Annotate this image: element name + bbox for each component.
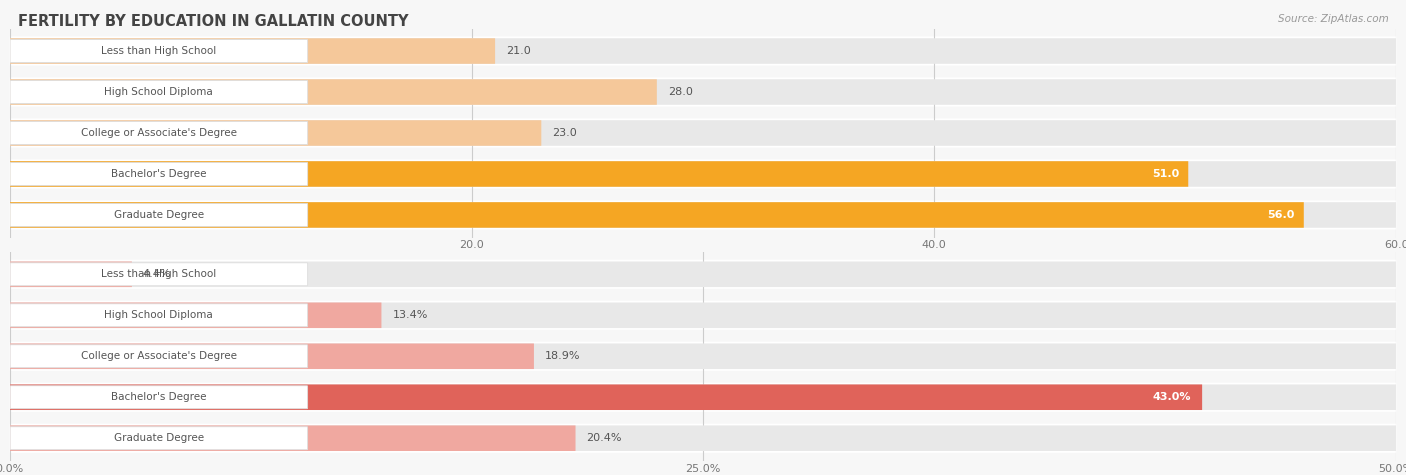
FancyBboxPatch shape [10, 161, 1188, 187]
Text: FERTILITY BY EDUCATION IN GALLATIN COUNTY: FERTILITY BY EDUCATION IN GALLATIN COUNT… [18, 14, 409, 29]
Text: 13.4%: 13.4% [392, 310, 427, 320]
Text: 23.0: 23.0 [553, 128, 576, 138]
FancyBboxPatch shape [10, 263, 308, 286]
FancyBboxPatch shape [10, 342, 1396, 371]
FancyBboxPatch shape [10, 426, 575, 451]
FancyBboxPatch shape [10, 343, 1396, 369]
Text: 28.0: 28.0 [668, 87, 693, 97]
Text: High School Diploma: High School Diploma [104, 310, 214, 320]
Text: High School Diploma: High School Diploma [104, 87, 214, 97]
FancyBboxPatch shape [10, 79, 1396, 105]
FancyBboxPatch shape [10, 427, 308, 450]
FancyBboxPatch shape [10, 203, 308, 227]
Text: Less than High School: Less than High School [101, 46, 217, 56]
Text: 56.0: 56.0 [1267, 210, 1295, 220]
FancyBboxPatch shape [10, 79, 657, 105]
FancyBboxPatch shape [10, 262, 132, 287]
FancyBboxPatch shape [10, 77, 1396, 106]
Text: Graduate Degree: Graduate Degree [114, 210, 204, 220]
FancyBboxPatch shape [10, 118, 1396, 148]
FancyBboxPatch shape [10, 304, 308, 327]
FancyBboxPatch shape [10, 345, 308, 368]
FancyBboxPatch shape [10, 161, 1396, 187]
Text: Bachelor's Degree: Bachelor's Degree [111, 392, 207, 402]
FancyBboxPatch shape [10, 81, 308, 104]
Text: College or Associate's Degree: College or Associate's Degree [82, 351, 236, 361]
FancyBboxPatch shape [10, 424, 1396, 453]
FancyBboxPatch shape [10, 120, 541, 146]
FancyBboxPatch shape [10, 39, 308, 63]
FancyBboxPatch shape [10, 386, 308, 408]
Text: 4.4%: 4.4% [143, 269, 172, 279]
FancyBboxPatch shape [10, 384, 1202, 410]
FancyBboxPatch shape [10, 260, 1396, 289]
FancyBboxPatch shape [10, 303, 1396, 328]
Text: 21.0: 21.0 [506, 46, 531, 56]
FancyBboxPatch shape [10, 301, 1396, 330]
Text: Less than High School: Less than High School [101, 269, 217, 279]
FancyBboxPatch shape [10, 122, 308, 144]
Text: Source: ZipAtlas.com: Source: ZipAtlas.com [1278, 14, 1389, 24]
FancyBboxPatch shape [10, 160, 1396, 189]
FancyBboxPatch shape [10, 200, 1396, 229]
Text: 51.0: 51.0 [1152, 169, 1180, 179]
FancyBboxPatch shape [10, 162, 308, 185]
Text: 18.9%: 18.9% [546, 351, 581, 361]
FancyBboxPatch shape [10, 38, 1396, 64]
FancyBboxPatch shape [10, 202, 1396, 228]
FancyBboxPatch shape [10, 426, 1396, 451]
Text: 43.0%: 43.0% [1153, 392, 1191, 402]
FancyBboxPatch shape [10, 38, 495, 64]
FancyBboxPatch shape [10, 384, 1396, 410]
FancyBboxPatch shape [10, 37, 1396, 66]
Text: Graduate Degree: Graduate Degree [114, 433, 204, 443]
FancyBboxPatch shape [10, 303, 381, 328]
FancyBboxPatch shape [10, 383, 1396, 412]
Text: College or Associate's Degree: College or Associate's Degree [82, 128, 236, 138]
FancyBboxPatch shape [10, 202, 1303, 228]
FancyBboxPatch shape [10, 120, 1396, 146]
Text: 20.4%: 20.4% [586, 433, 621, 443]
Text: Bachelor's Degree: Bachelor's Degree [111, 169, 207, 179]
FancyBboxPatch shape [10, 262, 1396, 287]
FancyBboxPatch shape [10, 343, 534, 369]
